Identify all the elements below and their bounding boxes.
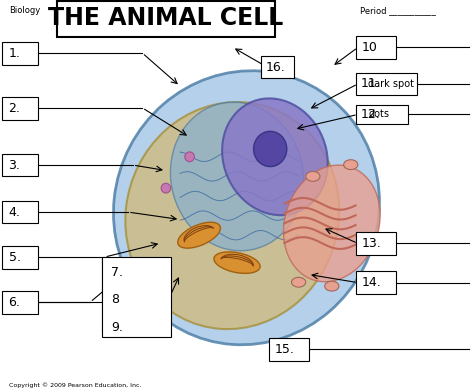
Ellipse shape: [171, 102, 303, 251]
Ellipse shape: [222, 98, 328, 215]
Ellipse shape: [292, 278, 306, 287]
Ellipse shape: [283, 165, 380, 282]
Text: 13.: 13.: [362, 237, 382, 250]
Text: 4.: 4.: [9, 205, 20, 219]
Text: Period ___________: Period ___________: [360, 6, 436, 15]
Text: 16.: 16.: [265, 60, 285, 74]
Ellipse shape: [185, 152, 194, 162]
FancyBboxPatch shape: [269, 338, 309, 361]
Text: dark spot: dark spot: [368, 79, 414, 89]
FancyBboxPatch shape: [2, 154, 38, 176]
Text: 8: 8: [111, 293, 119, 307]
Ellipse shape: [254, 131, 287, 167]
FancyBboxPatch shape: [2, 97, 38, 120]
FancyBboxPatch shape: [102, 257, 171, 337]
Ellipse shape: [325, 281, 339, 291]
FancyBboxPatch shape: [356, 232, 396, 255]
Ellipse shape: [161, 183, 171, 193]
Text: Copyright © 2009 Pearson Education, Inc.: Copyright © 2009 Pearson Education, Inc.: [9, 383, 142, 388]
Text: 11.: 11.: [360, 77, 380, 91]
FancyBboxPatch shape: [356, 105, 408, 124]
FancyBboxPatch shape: [2, 42, 38, 65]
FancyBboxPatch shape: [356, 73, 417, 95]
FancyBboxPatch shape: [57, 1, 275, 37]
Text: Biology: Biology: [9, 6, 41, 15]
Ellipse shape: [306, 172, 320, 181]
Ellipse shape: [178, 222, 220, 248]
FancyBboxPatch shape: [356, 271, 396, 294]
Text: 7.: 7.: [111, 266, 123, 279]
FancyBboxPatch shape: [2, 246, 38, 269]
Text: 2.: 2.: [9, 102, 20, 115]
Text: 6.: 6.: [9, 296, 20, 309]
Ellipse shape: [344, 160, 358, 170]
Text: 3.: 3.: [9, 158, 20, 172]
Text: 12.: 12.: [360, 108, 380, 121]
Text: 15.: 15.: [275, 343, 295, 356]
Ellipse shape: [214, 252, 260, 273]
Text: 9.: 9.: [111, 321, 123, 334]
FancyBboxPatch shape: [356, 36, 396, 59]
Ellipse shape: [113, 71, 380, 345]
Text: 5.: 5.: [9, 250, 20, 264]
FancyBboxPatch shape: [2, 201, 38, 223]
FancyBboxPatch shape: [261, 56, 294, 78]
Text: THE ANIMAL CELL: THE ANIMAL CELL: [48, 6, 283, 31]
Text: dots: dots: [368, 109, 389, 120]
Text: 10: 10: [362, 41, 377, 54]
FancyBboxPatch shape: [2, 291, 38, 314]
Ellipse shape: [125, 102, 339, 329]
Text: 1.: 1.: [9, 47, 20, 60]
Text: 14.: 14.: [362, 276, 382, 289]
